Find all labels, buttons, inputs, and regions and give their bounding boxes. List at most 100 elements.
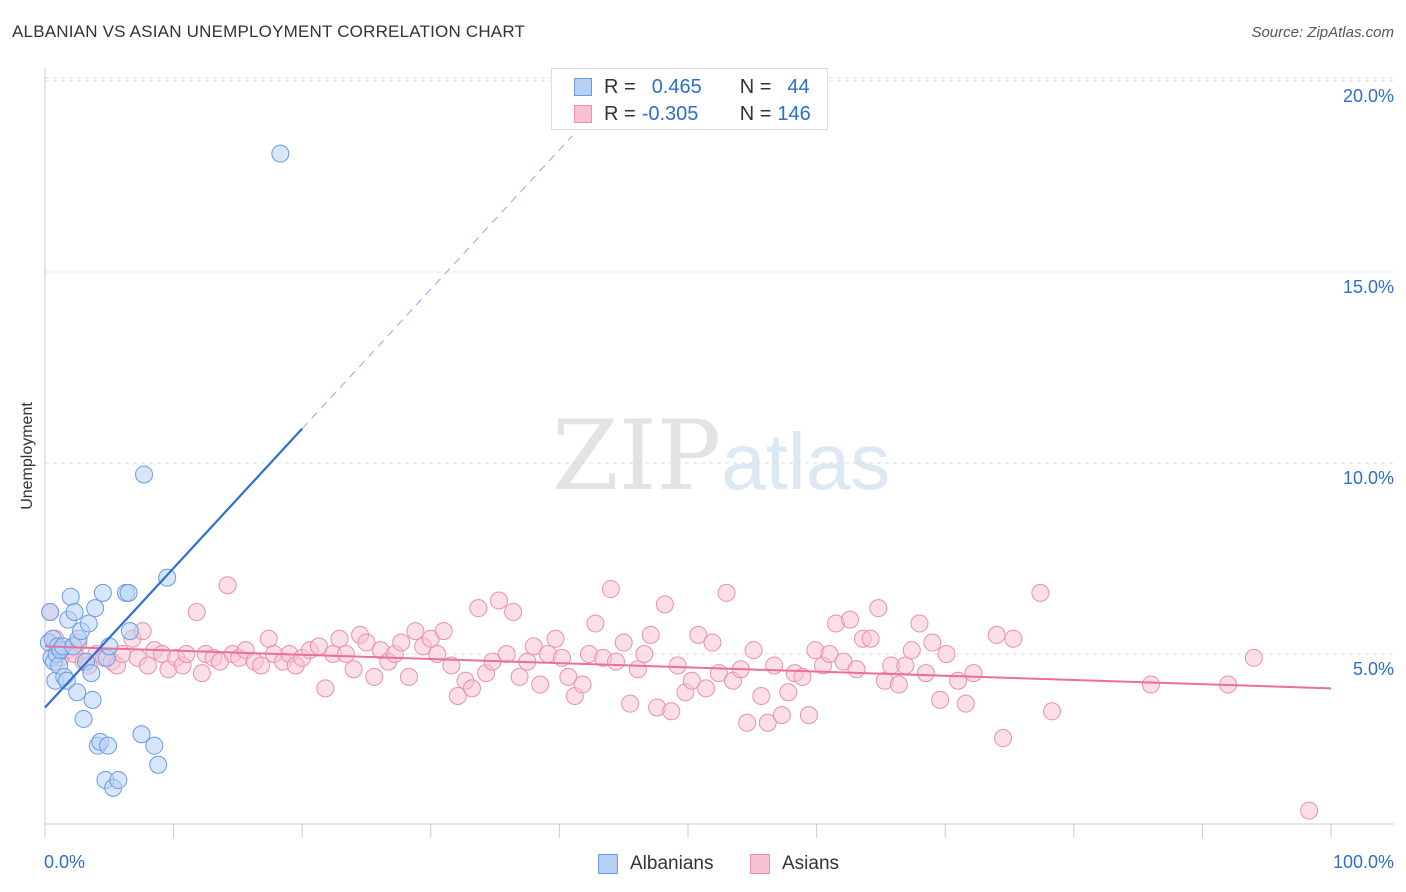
asian-point [889,675,908,694]
asian-point [177,645,196,663]
asian-point [1141,675,1160,694]
asian-point [964,664,983,683]
asian-point [861,629,880,648]
asian-point [442,656,461,675]
albanian-point [100,637,119,656]
asian-point [531,675,550,694]
asian-point [994,729,1013,748]
legend-n-label: N = [739,102,772,125]
asian-point [469,599,488,618]
asian-point [949,671,968,690]
asian-point [259,629,278,648]
asian-point [668,656,687,675]
asian-point [931,690,950,709]
asian-point [896,656,915,675]
albanian-point [86,599,105,618]
asian-point [697,679,716,698]
asians-legend-swatch [750,854,770,874]
x-tick-label-min: 0.0% [44,852,86,872]
y-tick-label-20: 20.0% [1342,86,1394,106]
albanian-point [82,664,101,683]
asian-point [937,645,956,663]
legend-r-label: R = [604,102,636,125]
asian-point [524,637,543,656]
asian-point [628,660,647,679]
asian-point [601,580,620,599]
asian-point [1042,702,1061,721]
asian-point [820,645,839,663]
legend-row-albanians: R = 0.465 N = 44 [574,76,810,98]
legend-row-asians: R = -0.305 N = 146 [574,103,811,125]
albanian-point [132,725,151,744]
asian-point [738,713,757,732]
x-tick-label-max: 100.0% [1332,852,1394,872]
legend-r-label: R = [604,75,636,98]
albanian-point [109,771,128,790]
legend-n-value: 146 [777,102,811,125]
asian-point [504,602,523,621]
albanian-point [65,602,84,621]
asian-point [765,656,784,675]
bottom-legend-asians: Asians [750,852,839,876]
albanian-point [145,736,164,755]
albanian-point [99,736,118,755]
asian-point [399,667,418,686]
legend-n-value: 44 [787,75,810,98]
asian-point [357,633,376,652]
asian-point [752,687,771,706]
asian-point [847,660,866,679]
albanian-point [149,755,168,774]
asian-point [187,602,206,621]
albanian-point [120,622,139,641]
asian-point [655,595,674,614]
albanian-point [74,709,93,728]
albanian-point [93,583,112,602]
asian-point [614,633,633,652]
asian-point [392,633,411,652]
asian-point [635,645,654,663]
asian-point [1031,583,1050,602]
asian-point [744,641,763,660]
asian-point [662,702,681,721]
albanian-point [158,568,177,587]
asian-point [497,645,516,663]
asian-point [703,633,722,652]
asian-point [489,591,508,610]
asian-point [573,675,592,694]
asian-point [434,622,453,641]
asian-point [779,683,798,702]
asian-point [916,664,935,683]
asian-point [758,713,777,732]
asian-point [546,629,565,648]
watermark-zip: ZIP [552,400,722,512]
asian-point [330,629,349,648]
asian-point [462,679,481,698]
asian-point [793,667,812,686]
asian-point [606,652,625,671]
albanians-legend-label: Albanians [630,853,714,874]
albanian-point [135,465,154,484]
asian-point [1300,801,1319,820]
albanian-point [83,690,102,709]
albanian-point [119,583,138,602]
asian-point [336,645,355,663]
asian-point [586,614,605,633]
legend-n-label: N = [739,75,772,98]
asian-point [510,667,529,686]
albanian-point [57,671,76,690]
asian-point [406,622,425,641]
albanians-swatch [574,78,592,96]
asian-trendline [44,645,1332,690]
chart-title: ALBANIAN VS ASIAN UNEMPLOYMENT CORRELATI… [12,22,526,41]
asian-point [689,625,708,644]
asian-point [621,694,640,713]
asians-swatch [574,105,592,123]
asian-point [910,614,929,633]
y-tick-label-10: 10.0% [1342,468,1394,488]
watermark: ZIPatlas [552,400,890,512]
asian-point [987,625,1006,644]
asian-point [1244,648,1263,667]
asian-point [717,583,736,602]
asian-point [799,706,818,725]
